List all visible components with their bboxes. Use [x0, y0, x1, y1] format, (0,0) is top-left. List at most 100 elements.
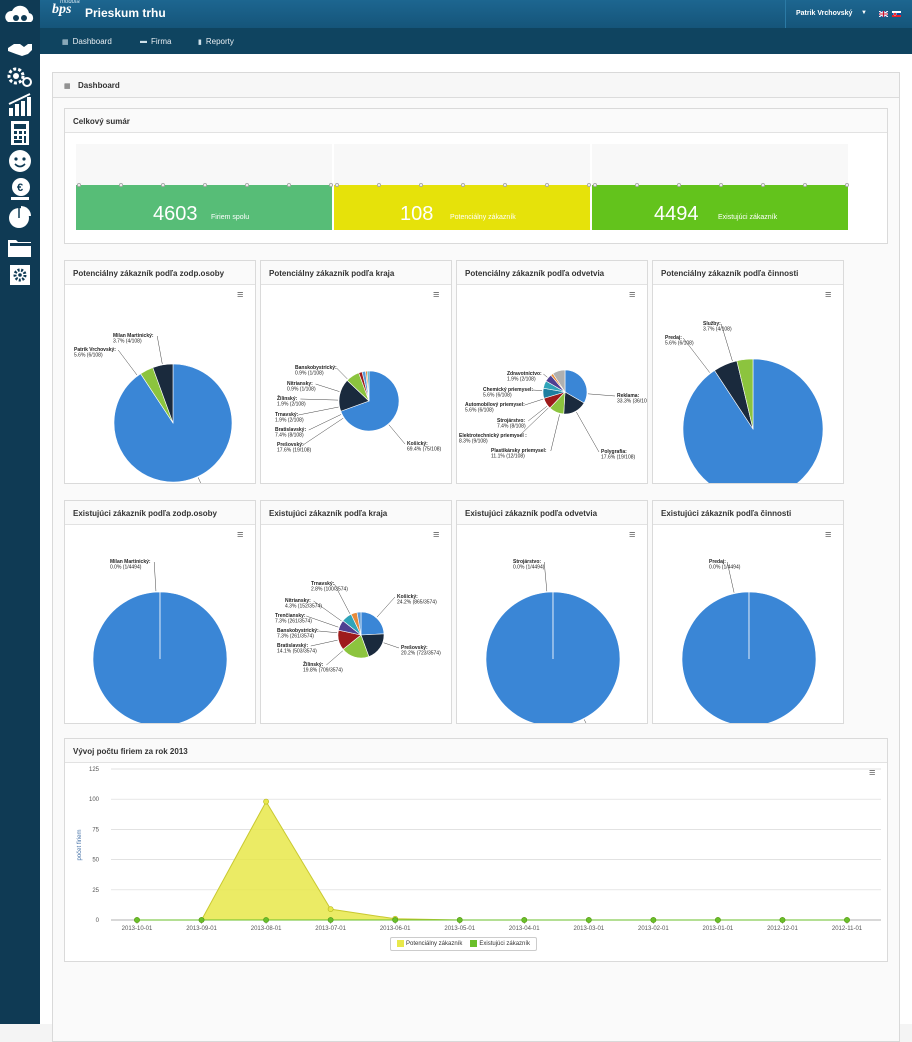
pie-panel: Existujúci zákazník podľa zodp.osoby≡Mil…: [64, 500, 256, 724]
pie-label-connector: [551, 414, 560, 451]
sparkline-point: [635, 183, 639, 187]
growth-chart-icon[interactable]: [6, 92, 34, 118]
pie-label-connector: [543, 374, 547, 377]
data-point[interactable]: [844, 917, 849, 922]
nav-dashboard-label: Dashboard: [73, 37, 112, 46]
euro-money-icon[interactable]: €: [6, 176, 34, 202]
pie-label-connector: [377, 597, 395, 617]
nav-bar: ▦Dashboard ▬Firma ▮Reporty: [40, 28, 912, 54]
smiley-face-icon[interactable]: [6, 148, 34, 174]
settings-icon[interactable]: [6, 262, 34, 288]
grid-icon: ▦: [64, 82, 71, 90]
logo-subtitle: modula: [60, 0, 80, 5]
data-point[interactable]: [586, 917, 591, 922]
chevron-down-icon[interactable]: ▼: [861, 10, 867, 16]
sparkline-point: [503, 183, 507, 187]
pie-label-value: 69.4% (75/108): [407, 447, 442, 453]
stat-existing-label: Existujúci zákazník: [718, 214, 777, 221]
x-tick-label: 2013-09-01: [186, 926, 217, 932]
data-point[interactable]: [328, 907, 333, 912]
nav-firma[interactable]: ▬Firma: [140, 37, 171, 46]
user-name[interactable]: Patrik Vrchovský: [796, 10, 852, 17]
sparkline-point: [245, 183, 249, 187]
pie-title: Potenciálny zákazník podľa kraja: [261, 261, 451, 285]
pie-title: Existujúci zákazník podľa činnosti: [653, 501, 843, 525]
pie-chart: Strojárstvo:0.0% (1/4494)Nešpecifikované…: [457, 525, 647, 723]
data-point[interactable]: [393, 917, 398, 922]
x-tick-label: 2013-07-01: [315, 926, 346, 932]
pie-label-value: 7.3% (261/3574): [275, 619, 312, 625]
legend-swatch-existing: [470, 940, 477, 947]
pie-label-connector: [588, 394, 615, 396]
y-tick-label: 100: [89, 797, 100, 803]
data-point[interactable]: [522, 917, 527, 922]
sparkline-point: [587, 183, 591, 187]
stat-potential-label: Potenciálny zákazník: [450, 214, 516, 221]
pie-panel: Existujúci zákazník podľa činnosti≡Preda…: [652, 500, 844, 724]
pie-label-connector: [683, 338, 710, 373]
pie-title: Potenciálny zákazník podľa činnosti: [653, 261, 843, 285]
pie-label-value: 1.9% (2/108): [507, 377, 536, 383]
sparkline-point: [761, 183, 765, 187]
pie-label-value: 2.8% (100/3574): [311, 587, 348, 593]
user-menu[interactable]: Patrik Vrchovský ▼: [785, 0, 912, 28]
folder-icon[interactable]: [6, 234, 34, 260]
data-point[interactable]: [134, 917, 139, 922]
trend-legend: Potenciálny zákazník Existujúci zákazník: [390, 937, 537, 951]
content-area: ▦ Dashboard Celkový sumár 4603 Firiem sp…: [40, 54, 912, 1024]
data-point[interactable]: [780, 917, 785, 922]
cloud-users-icon[interactable]: [2, 2, 38, 32]
pie-panel: Existujúci zákazník podľa odvetvia≡Stroj…: [456, 500, 648, 724]
stat-potential-sparkline: [334, 144, 590, 185]
pie-chart: Zdravotníctvo:1.9% (2/108)Chemický priem…: [457, 285, 647, 483]
stat-total-label: Firiem spolu: [211, 214, 249, 221]
data-point[interactable]: [651, 917, 656, 922]
pie-label-connector: [309, 414, 341, 430]
legend-item-potential[interactable]: Potenciálny zákazník: [397, 940, 462, 947]
data-point[interactable]: [328, 917, 333, 922]
data-point[interactable]: [715, 917, 720, 922]
sparkline-point: [803, 183, 807, 187]
svg-text:€: €: [17, 182, 23, 194]
pie-label-value: 5.6% (6/108): [483, 393, 512, 399]
data-point[interactable]: [263, 799, 268, 804]
data-point[interactable]: [263, 917, 268, 922]
handshake-icon[interactable]: [6, 36, 34, 62]
pie-panel: Potenciálny zákazník podľa kraja≡Banskob…: [260, 260, 452, 484]
uk-flag-icon[interactable]: [879, 11, 888, 17]
sparkline-point: [845, 183, 849, 187]
pie-label-connector: [298, 407, 338, 415]
x-tick-label: 2013-08-01: [251, 926, 282, 932]
pie-label-value: 0.0% (1/4494): [709, 565, 741, 571]
summary-title: Celkový sumár: [65, 109, 887, 133]
pie-label-value: 5.6% (6/108): [665, 341, 694, 347]
sparkline-point: [677, 183, 681, 187]
pie-label-connector: [389, 425, 405, 444]
pie-label-value: 0.9% (1/108): [295, 371, 324, 377]
nav-reporty[interactable]: ▮Reporty: [198, 37, 234, 46]
calculator-icon[interactable]: [6, 120, 34, 146]
gears-icon[interactable]: [6, 64, 34, 90]
legend-item-existing[interactable]: Existujúci zákazník: [470, 940, 530, 947]
pie-chart: Predaj:0.0% (1/4494)Neurčené:100.0% (449…: [653, 525, 843, 723]
nav-dashboard[interactable]: ▦Dashboard: [62, 37, 112, 46]
pie-label-value: 3.7% (4/108): [703, 327, 732, 333]
pie-label-connector: [576, 412, 599, 452]
pie-panel: Potenciálny zákazník podľa odvetvia≡Zdra…: [456, 260, 648, 484]
stat-potential-value: 108: [400, 203, 433, 226]
data-point[interactable]: [457, 917, 462, 922]
pie-label-value: 7.4% (8/108): [275, 433, 304, 439]
slovak-flag-icon[interactable]: [892, 11, 901, 17]
data-point[interactable]: [199, 917, 204, 922]
x-tick-label: 2012-12-01: [767, 926, 798, 932]
pie-chart-icon[interactable]: [6, 204, 34, 230]
pie-title: Existujúci zákazník podľa zodp.osoby: [65, 501, 255, 525]
y-tick-label: 0: [96, 918, 100, 924]
sparkline-point: [719, 183, 723, 187]
pie-slice[interactable]: [361, 612, 384, 635]
pie-label-value: 1.9% (2/108): [275, 418, 304, 424]
sparkline-point: [119, 183, 123, 187]
